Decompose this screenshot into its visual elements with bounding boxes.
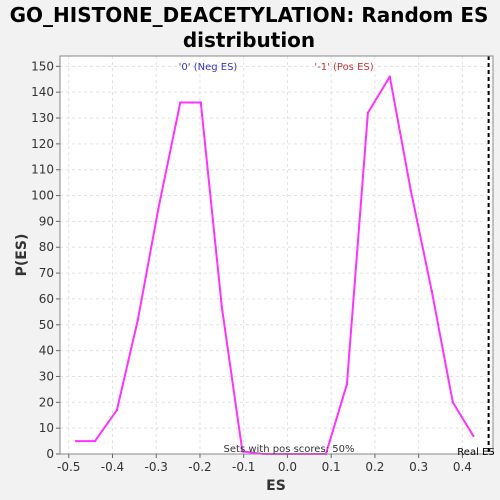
x-tick-label: 0.2 [365,460,384,474]
data-point [345,383,349,386]
x-tick-label: 0.3 [409,460,428,474]
y-tick-label: 80 [39,240,54,254]
data-point [220,305,224,308]
data-point [199,101,203,104]
y-tick-label: 70 [39,266,54,280]
annotation-neg-es: '0' (Neg ES) [179,62,238,73]
chart-title-line-2: distribution [183,28,315,52]
x-tick-label: 0.4 [453,460,472,474]
grid [60,56,493,455]
x-tick-label: -0.1 [232,460,255,474]
data-point [157,207,160,210]
x-tick-label: -0.5 [57,460,80,474]
y-axis-label: P(ES) [14,234,30,277]
y-tick-label: 10 [39,421,54,435]
data-point [451,401,454,404]
y-tick-label: 120 [31,137,54,151]
x-axis-ticks: -0.5 -0.4 -0.3 -0.2 -0.1 0.0 0.1 0.2 0.3 0.4 [57,454,472,474]
real-es-label: Real ES [457,447,494,458]
y-tick-label: 20 [39,395,54,409]
y-tick-label: 90 [39,214,54,228]
y-tick-label: 40 [39,344,54,358]
plot-frame [59,55,494,455]
annotation-pos-es: '-1' (Pos ES) [314,62,373,73]
y-tick-label: 100 [31,189,54,203]
y-tick-label: 130 [31,111,54,125]
x-axis-label: ES [266,478,286,494]
data-point [93,439,97,443]
y-axis-ticks: 0 10 20 30 40 50 60 70 80 90 100 110 120 130 140 150 [31,59,60,461]
data-point [136,318,140,321]
data-point [472,434,475,438]
y-tick-label: 50 [39,318,54,332]
y-tick-label: 150 [31,59,54,73]
annotation-pos-scores: Sets with pos scores: 50% [224,444,355,455]
plot-area [60,56,493,454]
y-tick-label: 60 [39,292,54,306]
x-tick-label: 0.1 [322,460,341,474]
data-point [409,189,412,192]
y-tick-label: 140 [31,85,54,99]
x-tick-label: -0.4 [101,460,124,474]
y-tick-label: 30 [39,369,54,383]
data-point [74,439,78,443]
data-point [366,111,370,115]
data-point [430,289,433,293]
y-tick-label: 110 [31,163,54,177]
x-tick-label: -0.3 [145,460,168,474]
chart-title-line-1: GO_HISTONE_DEACETYLATION: Random ES [10,3,489,27]
data-point [179,101,182,104]
x-tick-label: -0.2 [188,460,211,474]
data-point [115,408,119,412]
y-tick-label: 0 [46,447,54,461]
x-tick-label: 0.0 [278,460,297,474]
data-point [241,450,244,453]
data-point [388,75,391,78]
